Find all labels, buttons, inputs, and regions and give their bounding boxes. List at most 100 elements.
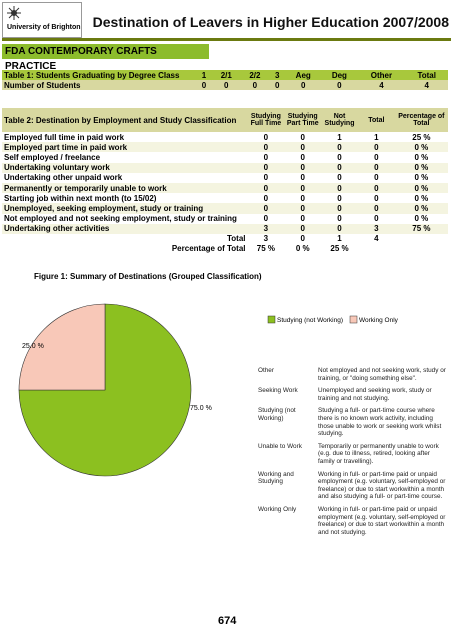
definition: Seeking Work Unemployed and seeking work,…	[258, 387, 448, 402]
cell: 75 %	[394, 223, 448, 234]
row-label: Total	[226, 234, 246, 244]
cell: 0	[321, 162, 358, 173]
cell: 0	[357, 182, 395, 194]
cell: 0	[284, 203, 322, 214]
column-header: Total	[405, 70, 448, 80]
column-header: Not Studying	[321, 108, 358, 132]
data-row: Not employed and not seeking employment,…	[2, 214, 448, 224]
cell: 0	[337, 214, 342, 224]
page-number: 674	[218, 615, 237, 627]
cell: 0	[247, 203, 285, 214]
row-label: Starting job within next month (to 15/02…	[4, 193, 157, 203]
row-label: Unemployed, seeking employment, study or…	[2, 203, 248, 214]
data-row: Permanently or temporarily unable to wor…	[2, 182, 448, 194]
row-label: Employed part time in paid work	[2, 142, 248, 153]
table-2: Table 2: Destination by Employment and S…	[2, 108, 448, 254]
row-label: Employed full time in paid work	[4, 132, 125, 142]
data-row: Employed part time in paid work 0 0 0 0 0 %	[2, 142, 448, 153]
header-row: Table 2: Destination by Employment and S…	[2, 108, 448, 132]
data-row: Number of Students 0 0 0 0 0 0 4 4	[2, 80, 448, 90]
logo: University of Brighton	[2, 2, 82, 38]
slice-label: 25.0 %	[22, 343, 44, 350]
cell: 0 %	[394, 203, 448, 214]
column-header: Other	[357, 70, 406, 80]
cell: 0	[247, 182, 285, 194]
column-header: 1	[196, 70, 212, 80]
cell: 0	[284, 223, 322, 234]
percentage-row: Percentage of Total 75 % 0 % 25 %	[2, 244, 448, 254]
data-row: Undertaking voluntary work 0 0 0 0 0 %	[2, 162, 448, 173]
cell: 0	[263, 214, 269, 224]
cell: 0	[284, 182, 322, 194]
term: Studying (not Working)	[258, 407, 296, 422]
cell: 0 %	[414, 214, 429, 224]
cell: 0	[284, 162, 322, 173]
pie-slice	[18, 303, 192, 477]
cell: 0	[300, 193, 305, 203]
cell: 1	[337, 132, 342, 142]
cell: 0	[269, 80, 286, 90]
data-row: Undertaking other activities 3 0 0 3 75 %	[2, 223, 448, 234]
cell: 0	[357, 203, 395, 214]
definition: Unable to Work Temporarily or permanently…	[258, 443, 448, 466]
header-row: Table 1: Students Graduating by Degree C…	[2, 70, 448, 80]
definition-text: Not employed and not seeking work, study…	[318, 367, 446, 382]
definition-text: Working in full- or part-time paid or un…	[318, 505, 446, 536]
definition-text: Unemployed and seeking work, study or tr…	[318, 387, 432, 402]
row-label: Self employed / freelance	[4, 152, 101, 162]
column-header: 3	[269, 70, 286, 80]
cell: 25 %	[330, 244, 349, 254]
row-label: Permanently or temporarily unable to wor…	[2, 182, 248, 194]
legend-swatch	[349, 315, 358, 324]
cell: 0	[321, 223, 358, 234]
row-label: Undertaking other activities	[2, 223, 248, 234]
cell: 0	[240, 80, 270, 90]
cell: 0	[263, 132, 269, 142]
column-header: 2/2	[240, 70, 270, 80]
cell: 0 %	[295, 244, 310, 254]
table-1: Table 1: Students Graduating by Degree C…	[2, 70, 448, 90]
cell: 0	[357, 142, 395, 153]
definition: Other Not employed and not seeking work, …	[258, 367, 448, 382]
logo-text: University of Brighton	[7, 24, 81, 31]
cell: 0	[357, 162, 395, 173]
course-title: FDA CONTEMPORARY CRAFTS PRACTICE	[2, 44, 209, 72]
cell: 4	[405, 80, 448, 90]
row-label: Not employed and not seeking employment,…	[4, 214, 237, 224]
term: Seeking Work	[258, 387, 298, 395]
cell: 0	[247, 162, 285, 173]
cell: 0	[374, 214, 379, 224]
cell: 0 %	[394, 162, 448, 173]
cell: 0	[263, 193, 269, 203]
cell: 0	[263, 173, 269, 183]
definition-text: Studying a full- or part-time course whe…	[318, 407, 442, 438]
pie-slice	[18, 303, 106, 391]
cell: 0 %	[414, 152, 429, 162]
cell: 0	[374, 193, 379, 203]
row-label: Undertaking other unpaid work	[4, 173, 123, 183]
cell: 0	[321, 182, 358, 194]
data-row: Unemployed, seeking employment, study or…	[2, 203, 448, 214]
data-row: Starting job within next month (to 15/02…	[2, 193, 448, 203]
data-row: Self employed / freelance 0 0 0 0 0 %	[2, 152, 448, 162]
cell: 0 %	[394, 142, 448, 153]
column-header: Studying Full Time	[247, 108, 285, 132]
data-row: Undertaking other unpaid work 0 0 0 0 0 %	[2, 173, 448, 183]
column-header: 2/1	[211, 70, 241, 80]
definition: Studying (not Working) Studying a full- o…	[258, 407, 448, 437]
cell: 0	[374, 173, 379, 183]
cell: 25 %	[412, 132, 431, 142]
cell: 0	[337, 193, 342, 203]
cell: 3	[357, 223, 395, 234]
cell: 1	[337, 234, 342, 244]
cell: 0	[300, 132, 305, 142]
header-rule	[2, 38, 451, 41]
cell: 0	[247, 142, 285, 153]
column-header: Studying Part Time	[284, 108, 322, 132]
table-title: Table 1: Students Graduating by Degree C…	[2, 70, 196, 80]
row-label: Undertaking voluntary work	[2, 162, 248, 173]
cell: 0	[321, 142, 358, 153]
logo-icon	[7, 6, 21, 20]
page-title: Destination of Leavers in Higher Educati…	[92, 14, 449, 30]
slice-label: 75.0 %	[190, 405, 212, 412]
